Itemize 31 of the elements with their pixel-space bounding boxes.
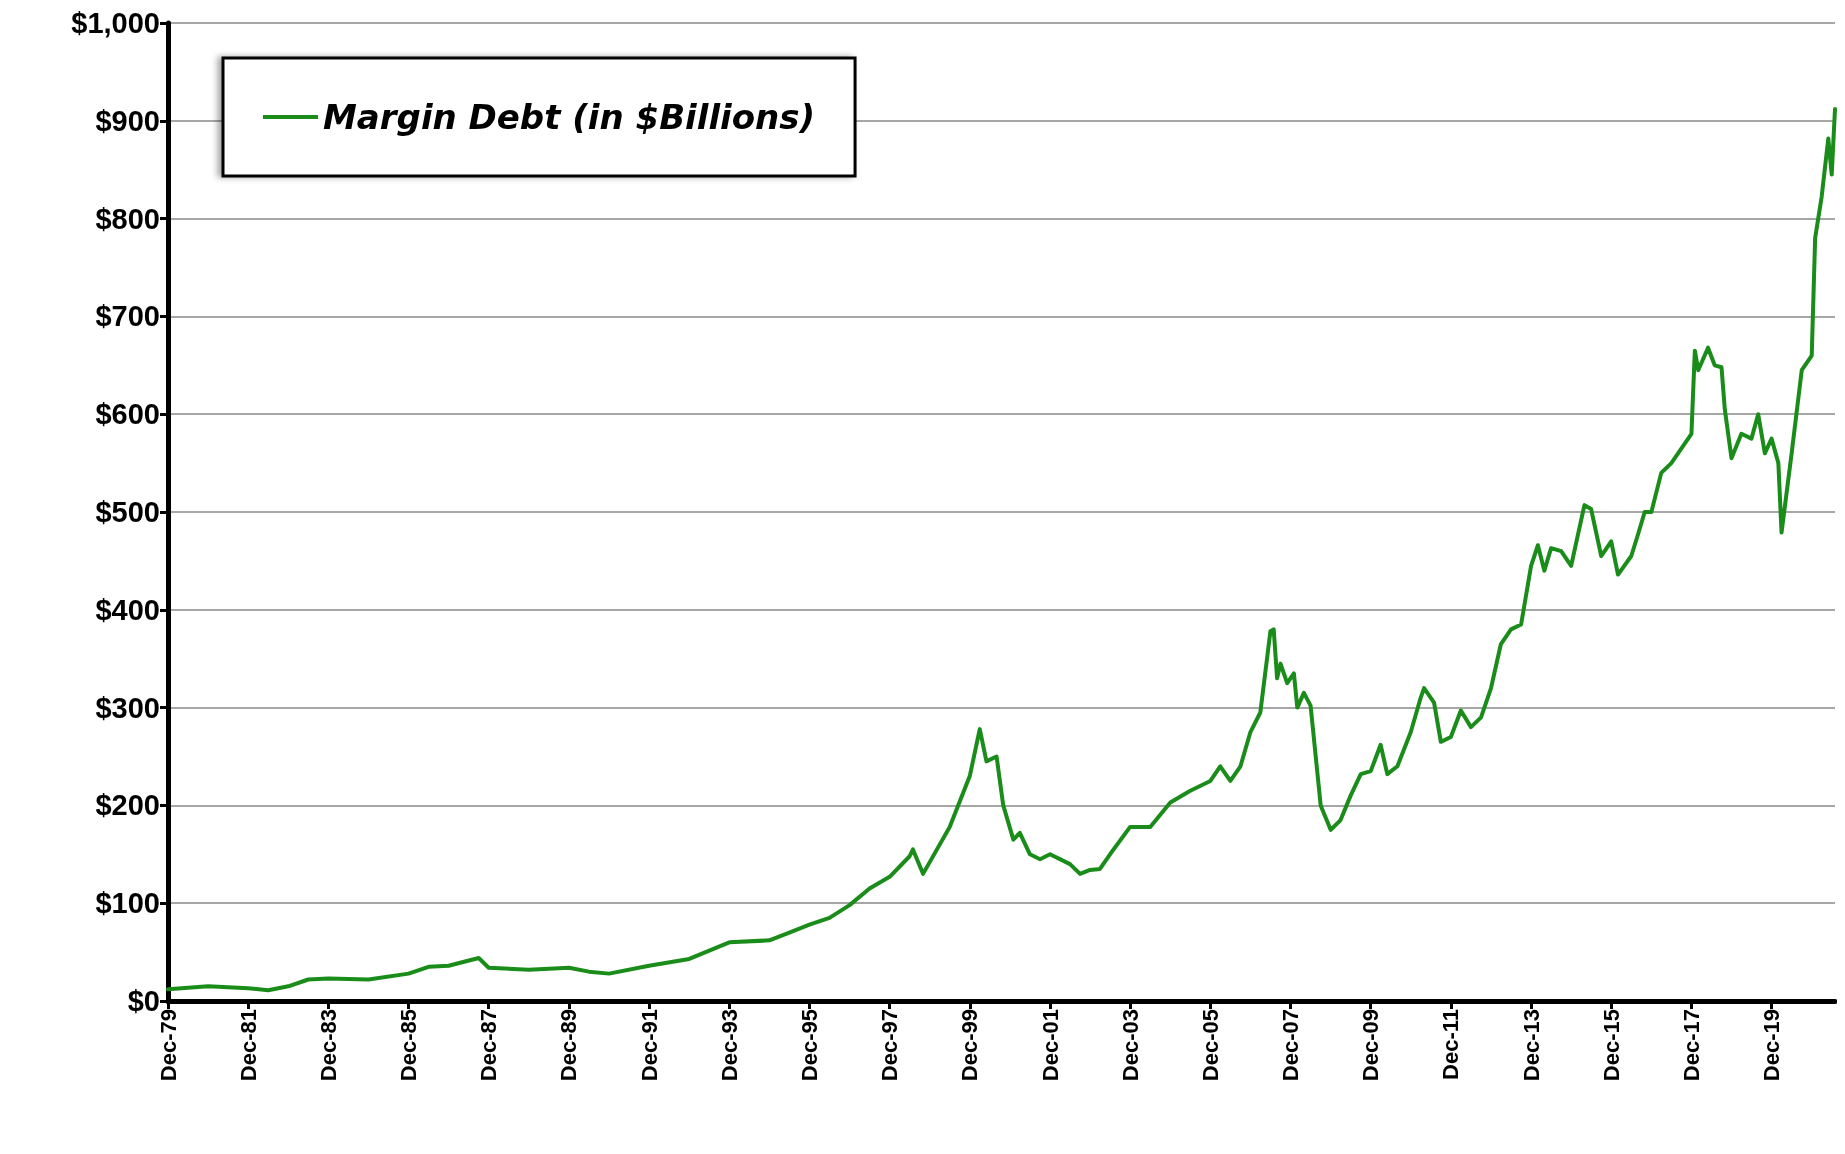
legend-label: Margin Debt (in $Billions)	[323, 97, 816, 137]
x-tick-label: Dec-83	[315, 1009, 341, 1082]
y-tick-label: $900	[95, 104, 160, 137]
x-tick-label: Dec-91	[636, 1009, 662, 1082]
x-tick-label: Dec-07	[1277, 1009, 1303, 1082]
x-tick-label: Dec-99	[957, 1009, 983, 1082]
y-tick-label: $200	[95, 789, 160, 822]
x-tick-label: Dec-11	[1438, 1009, 1464, 1080]
x-tick-label: Dec-19	[1759, 1009, 1785, 1082]
x-tick-label: Dec-89	[556, 1009, 582, 1082]
x-tick-label: Dec-93	[716, 1009, 742, 1082]
x-tick-label: Dec-03	[1117, 1009, 1143, 1082]
y-tick-label: $800	[95, 202, 160, 235]
y-tick-label: $500	[95, 496, 160, 528]
x-tick-label: Dec-01	[1037, 1009, 1063, 1082]
x-tick-label: Dec-13	[1518, 1009, 1544, 1082]
y-tick-label: $400	[95, 593, 160, 626]
y-tick-label: $1,000	[71, 7, 160, 39]
x-tick-label: Dec-05	[1197, 1009, 1223, 1082]
x-tick-label: Dec-97	[877, 1009, 903, 1082]
x-tick-label: Dec-85	[396, 1009, 422, 1082]
x-tick-label: Dec-17	[1678, 1009, 1704, 1082]
x-tick-label: Dec-09	[1358, 1009, 1384, 1082]
y-tick-label: $300	[95, 691, 160, 724]
y-tick-label: $100	[95, 887, 160, 920]
x-tick-label: Dec-95	[796, 1009, 822, 1082]
x-tick-label: Dec-81	[235, 1009, 261, 1082]
x-tick-label: Dec-87	[476, 1009, 502, 1082]
y-tick-label: $600	[95, 398, 160, 431]
y-tick-label: $700	[95, 300, 160, 333]
x-tick-label: Dec-15	[1598, 1009, 1624, 1082]
